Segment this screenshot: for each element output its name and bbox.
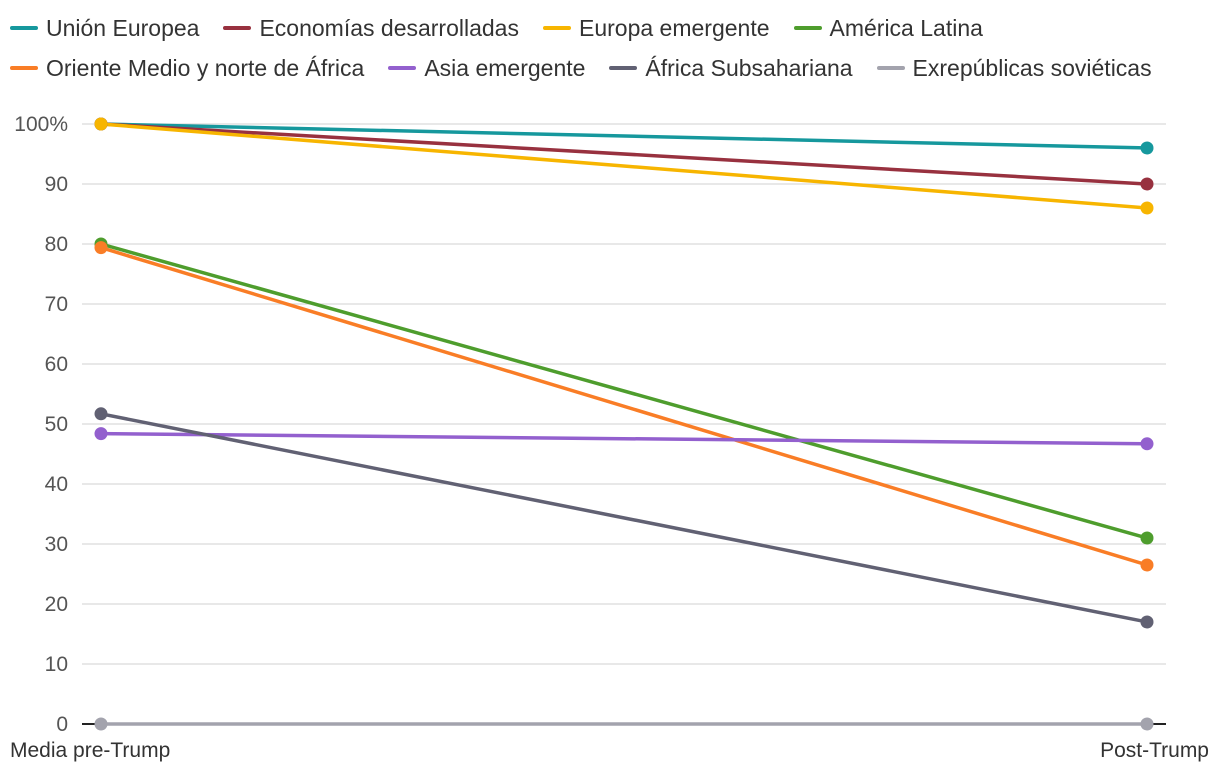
- grid-lines: [82, 123, 1166, 725]
- legend-label: Oriente Medio y norte de África: [46, 55, 365, 81]
- x-axis-labels: Media pre-Trump Post-Trump: [10, 739, 1209, 762]
- y-axis-ticks: 0 10 20 30 40 50 60 70 80 90 100%: [14, 113, 68, 736]
- data-point[interactable]: [1140, 717, 1154, 731]
- chart-legend: Unión Europea Economías desarrolladas Euro…: [10, 12, 1200, 84]
- y-tick-label: 10: [45, 653, 68, 676]
- y-tick-label: 80: [45, 233, 68, 256]
- y-tick-label: 70: [45, 293, 68, 316]
- legend-item[interactable]: África Subsahariana: [609, 52, 853, 84]
- series-lines: [99, 122, 1149, 726]
- series-line[interactable]: [99, 431, 1149, 446]
- legend-item[interactable]: Asia emergente: [388, 52, 585, 84]
- legend-swatch: [388, 66, 417, 70]
- data-point[interactable]: [94, 407, 108, 421]
- series-points: [94, 117, 1154, 731]
- series-line[interactable]: [99, 122, 1149, 150]
- y-tick-label: 90: [45, 173, 68, 196]
- y-tick-label: 20: [45, 593, 68, 616]
- legend-swatch: [10, 66, 38, 70]
- x-tick-label: Post-Trump: [1100, 739, 1209, 762]
- legend-label: Exrepúblicas soviéticas: [912, 55, 1152, 81]
- legend-item[interactable]: Oriente Medio y norte de África: [10, 52, 364, 84]
- data-point[interactable]: [94, 427, 108, 441]
- data-point[interactable]: [1140, 177, 1154, 191]
- legend-swatch: [223, 26, 252, 30]
- y-tick-label: 100%: [14, 113, 68, 136]
- legend-item[interactable]: América Latina: [793, 12, 983, 44]
- legend-item[interactable]: Unión Europea: [10, 12, 199, 44]
- legend-swatch: [542, 26, 571, 30]
- legend-swatch: [10, 26, 38, 30]
- y-tick-label: 60: [45, 353, 68, 376]
- legend-item[interactable]: Exrepúblicas soviéticas: [876, 52, 1152, 84]
- series-line[interactable]: [99, 122, 1149, 186]
- data-point[interactable]: [1140, 615, 1154, 629]
- y-tick-label: 40: [45, 473, 68, 496]
- legend-swatch: [876, 66, 905, 70]
- legend-label: Economías desarrolladas: [259, 15, 519, 41]
- series-line[interactable]: [99, 412, 1149, 624]
- legend-item[interactable]: Economías desarrolladas: [223, 12, 519, 44]
- data-point[interactable]: [1140, 531, 1154, 545]
- legend-label: Asia emergente: [424, 55, 586, 81]
- legend-item[interactable]: Europa emergente: [542, 12, 770, 44]
- y-tick-label: 30: [45, 533, 68, 556]
- data-point[interactable]: [94, 241, 108, 255]
- series-line[interactable]: [99, 242, 1149, 540]
- data-point[interactable]: [1140, 141, 1154, 155]
- data-point[interactable]: [1140, 437, 1154, 451]
- data-point[interactable]: [1140, 558, 1154, 572]
- series-line[interactable]: [99, 245, 1149, 567]
- legend-swatch: [609, 66, 638, 70]
- data-point[interactable]: [1140, 201, 1154, 215]
- legend-label: Unión Europea: [46, 15, 200, 41]
- y-tick-label: 0: [56, 713, 68, 736]
- data-point[interactable]: [94, 117, 108, 131]
- legend-label: América Latina: [829, 15, 983, 41]
- legend-label: África Subsahariana: [645, 55, 853, 81]
- legend-label: Europa emergente: [578, 15, 770, 41]
- series-line[interactable]: [99, 122, 1149, 210]
- data-point[interactable]: [94, 717, 108, 731]
- x-tick-label: Media pre-Trump: [10, 739, 170, 762]
- legend-swatch: [793, 26, 822, 30]
- y-tick-label: 50: [45, 413, 68, 436]
